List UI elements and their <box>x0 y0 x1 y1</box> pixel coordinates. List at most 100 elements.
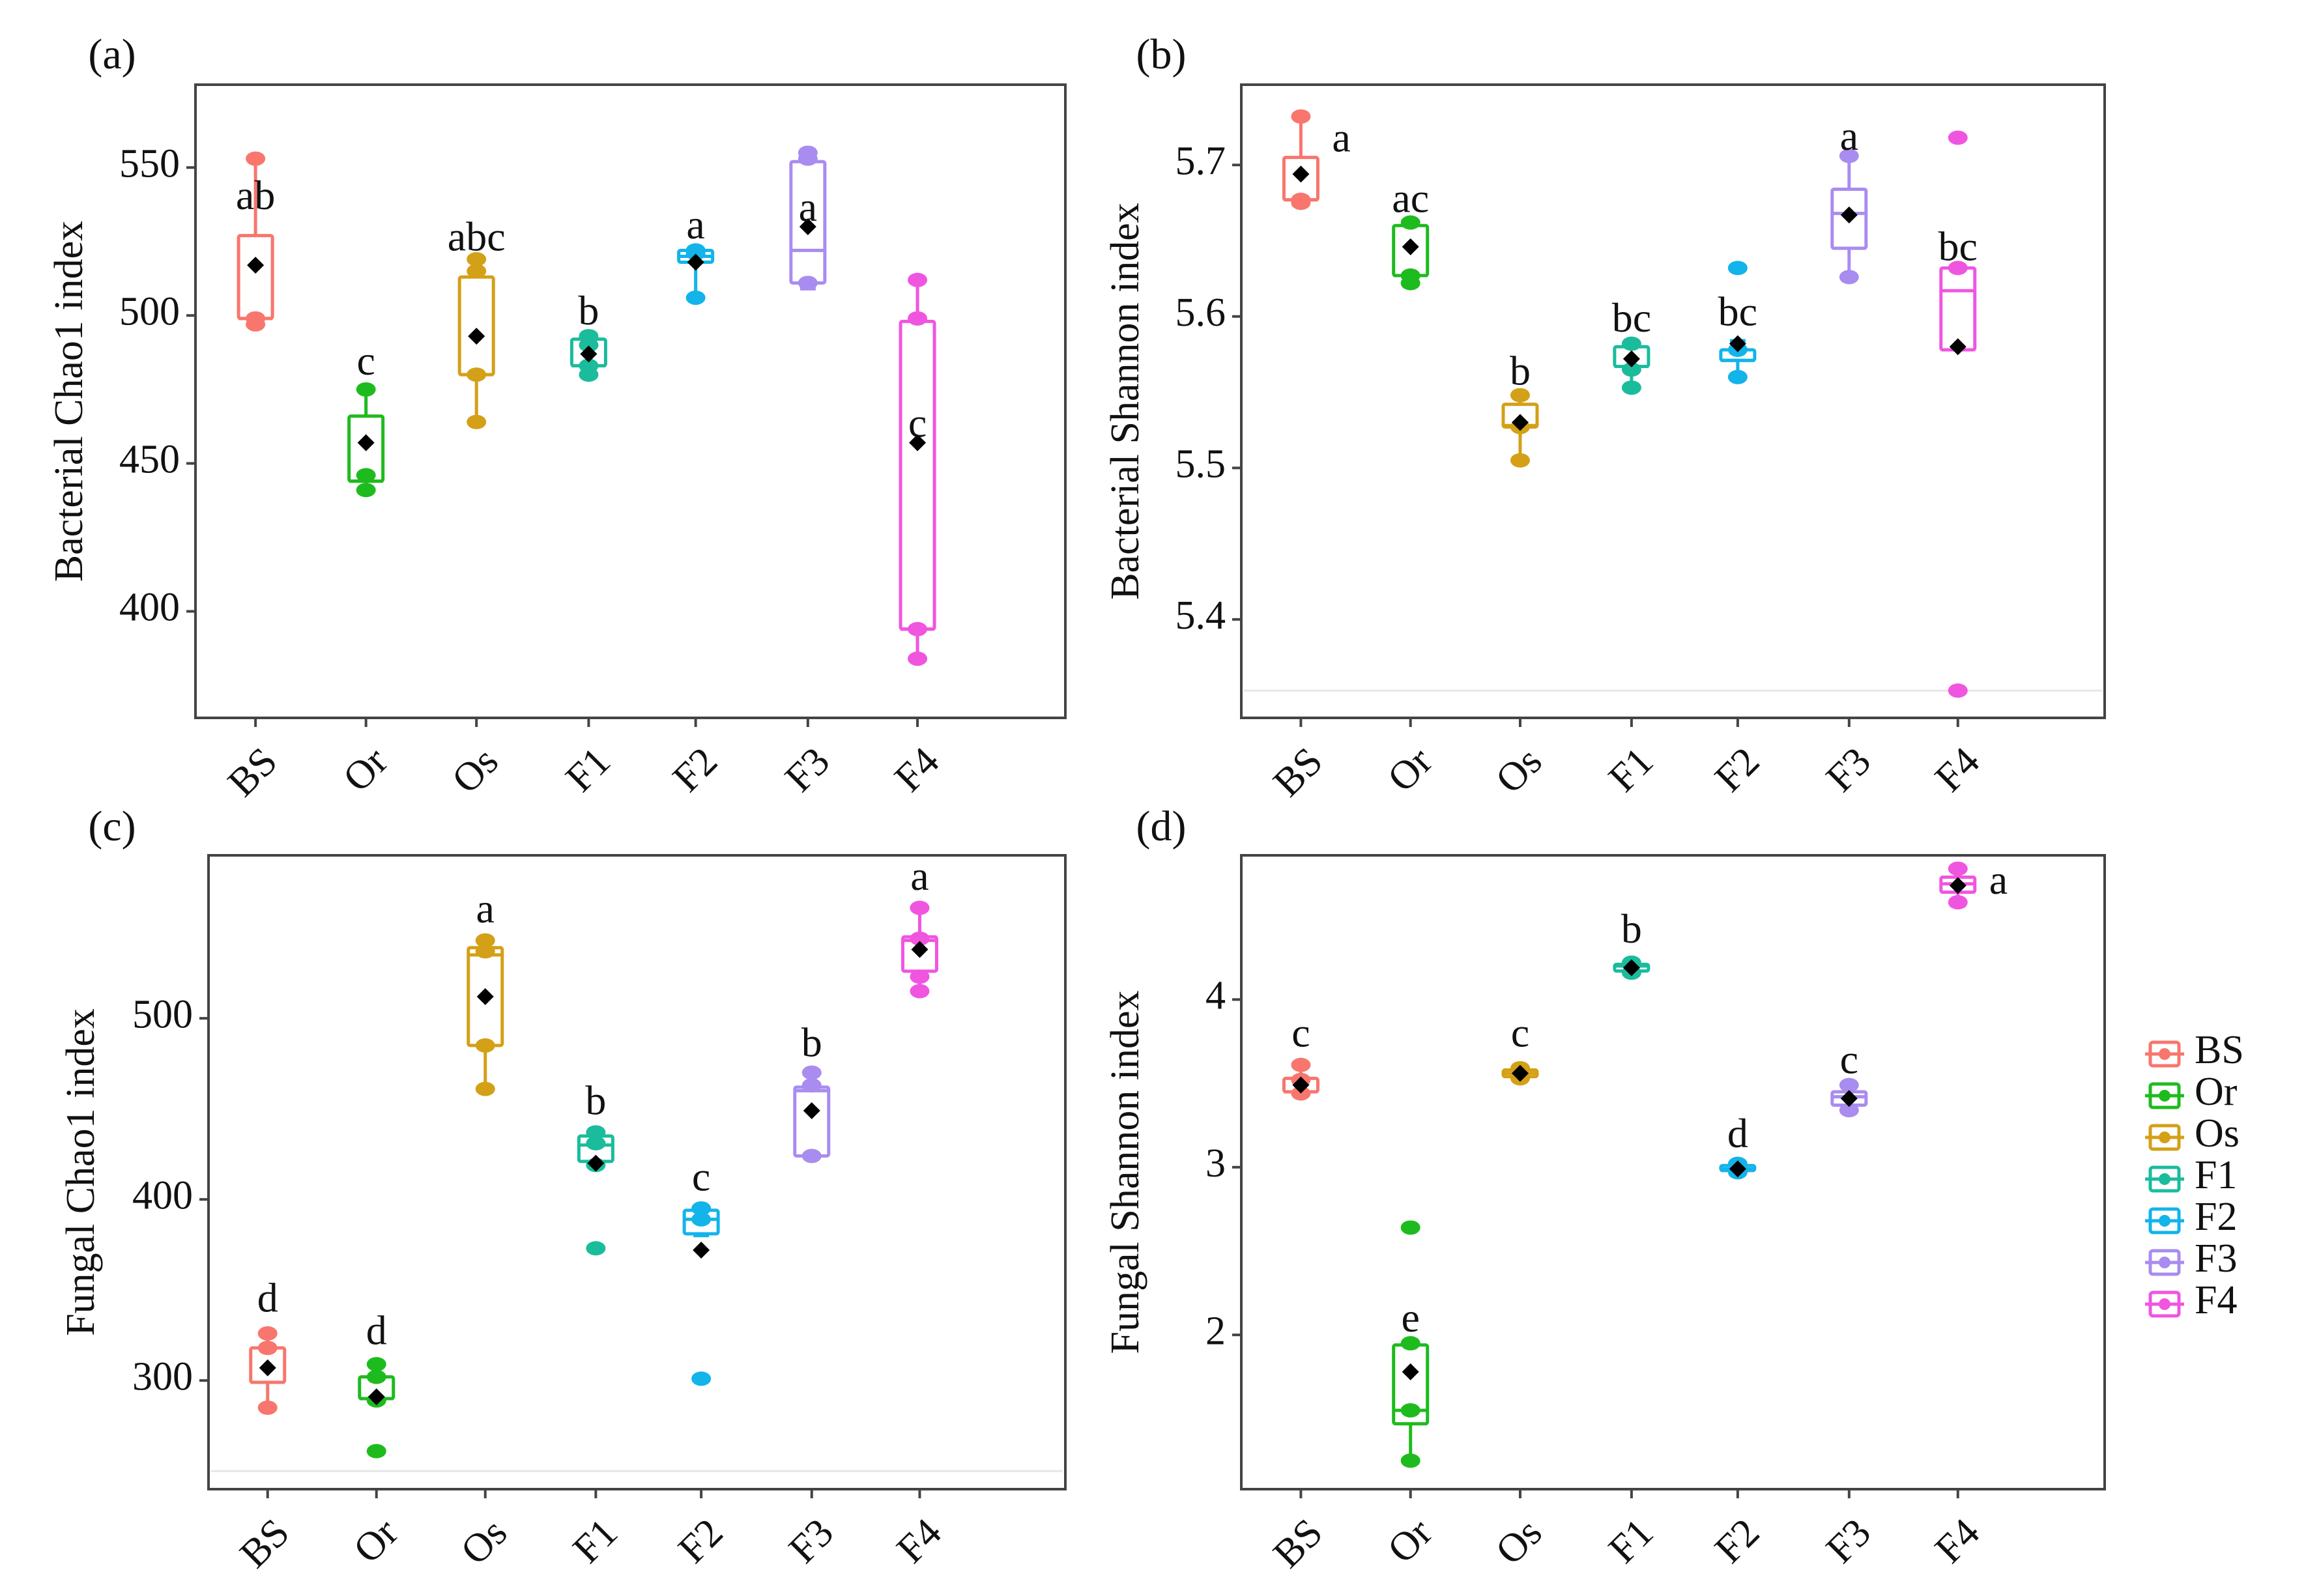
y-tick-label: 4 <box>1205 974 1226 1018</box>
significance-letter: c <box>1291 1009 1310 1055</box>
legend-key-point <box>2159 1215 2170 1227</box>
x-tick-label: BS <box>231 1510 298 1576</box>
mean-marker <box>580 345 598 363</box>
y-tick-label: 300 <box>132 1354 193 1399</box>
data-point <box>1400 1336 1420 1351</box>
data-point <box>1948 683 1968 698</box>
data-point <box>685 291 706 306</box>
y-axis-title: Fungal Chao1 index <box>59 1008 103 1336</box>
y-tick-label: 450 <box>119 438 180 482</box>
box-F4: a <box>1939 857 2008 910</box>
y-tick-label: 3 <box>1205 1141 1226 1186</box>
data-point <box>908 272 928 287</box>
x-tick-label: BS <box>1265 739 1331 805</box>
data-point <box>910 931 930 946</box>
box-F1: b <box>569 287 607 382</box>
x-tick-label: F3 <box>1818 1510 1879 1571</box>
x-tick-label: F1 <box>557 739 618 800</box>
mean-marker <box>909 434 927 451</box>
box-BS: ab <box>236 151 275 332</box>
mean-marker <box>1622 350 1640 367</box>
significance-letter: d <box>366 1307 387 1354</box>
data-point <box>801 1078 822 1093</box>
legend-label: Os <box>2195 1111 2240 1156</box>
data-point <box>246 317 266 332</box>
box-F1: bc <box>1612 294 1651 395</box>
data-point <box>910 969 930 984</box>
box-F1: b <box>577 1077 614 1256</box>
data-point <box>246 151 266 166</box>
significance-letter: bc <box>1938 223 1978 270</box>
box-Or: d <box>358 1307 396 1459</box>
significance-letter: d <box>257 1275 278 1321</box>
x-tick-label: F2 <box>670 1510 731 1571</box>
mean-marker <box>803 1102 820 1119</box>
data-point <box>475 944 495 959</box>
panel-label: (d) <box>1136 803 1187 850</box>
data-point <box>1727 261 1748 276</box>
x-tick-label: F3 <box>1818 739 1879 800</box>
data-point <box>1621 380 1641 395</box>
data-point <box>1948 861 1968 876</box>
y-tick-label: 2 <box>1205 1309 1226 1353</box>
mean-marker <box>1292 165 1310 183</box>
x-tick-label: F4 <box>1927 1510 1988 1571</box>
x-tick-label: F2 <box>1707 1510 1768 1571</box>
x-tick-label: F4 <box>889 1510 950 1571</box>
legend-label: F4 <box>2195 1278 2237 1322</box>
mean-marker <box>1511 1064 1529 1082</box>
box-BS: d <box>249 1275 287 1415</box>
box-Os: a <box>467 885 504 1096</box>
significance-letter: a <box>686 201 704 248</box>
panel-d-fungal-shannon: (d) 2 3 4 Fungal Shannon index c BS e Or c Os b F1 d F… <box>1103 803 2106 1576</box>
box-iqr <box>1939 266 1977 352</box>
box-F3: c <box>1830 1036 1868 1118</box>
x-tick-label: Os <box>1488 1510 1551 1573</box>
data-point <box>685 246 706 261</box>
box-BS: c <box>1282 1009 1319 1101</box>
mean-marker <box>587 1154 605 1172</box>
data-point <box>257 1326 278 1341</box>
significance-letter: c <box>1511 1009 1529 1055</box>
legend-label: F3 <box>2195 1236 2237 1281</box>
significance-letter: bc <box>1612 294 1651 341</box>
mean-marker <box>1949 877 1967 894</box>
data-point <box>1948 895 1968 910</box>
mean-marker <box>687 253 704 271</box>
legend-item-F4: F4 <box>2145 1278 2237 1322</box>
y-axis-title: Fungal Shannon index <box>1103 991 1147 1354</box>
x-tick-label: Or <box>335 739 397 801</box>
box-F3: b <box>793 1019 831 1163</box>
data-point <box>475 1081 495 1096</box>
box-F4: a <box>901 853 938 999</box>
significance-letter: bc <box>1718 289 1757 335</box>
x-tick-label: Os <box>1488 739 1551 802</box>
significance-letter: c <box>692 1153 710 1199</box>
x-tick-label: BS <box>1265 1510 1331 1576</box>
x-tick-label: Os <box>444 739 507 802</box>
data-point <box>257 1400 278 1415</box>
data-point <box>1621 336 1641 351</box>
data-point <box>908 621 928 636</box>
mean-marker <box>247 257 265 274</box>
mean-marker <box>1949 338 1967 356</box>
mean-marker <box>468 328 485 345</box>
y-tick-label: 400 <box>119 586 180 630</box>
box-Os: b <box>1501 347 1539 468</box>
y-tick-label: 500 <box>132 992 193 1036</box>
y-tick-label: 5.7 <box>1175 139 1226 183</box>
data-point <box>1839 1103 1859 1118</box>
significance-letter: ab <box>236 172 275 218</box>
box-F3: a <box>789 145 827 291</box>
significance-letter: d <box>1727 1110 1748 1156</box>
y-tick-label: 5.6 <box>1175 291 1226 335</box>
box-Os: abc <box>448 213 506 429</box>
data-point <box>1621 362 1641 377</box>
y-tick-label: 500 <box>119 290 180 334</box>
legend-key-point <box>2159 1090 2170 1102</box>
significance-letter: c <box>1840 1036 1858 1083</box>
legend-key-point <box>2159 1298 2170 1310</box>
box-iqr <box>237 234 274 321</box>
mean-marker <box>1729 1160 1746 1178</box>
